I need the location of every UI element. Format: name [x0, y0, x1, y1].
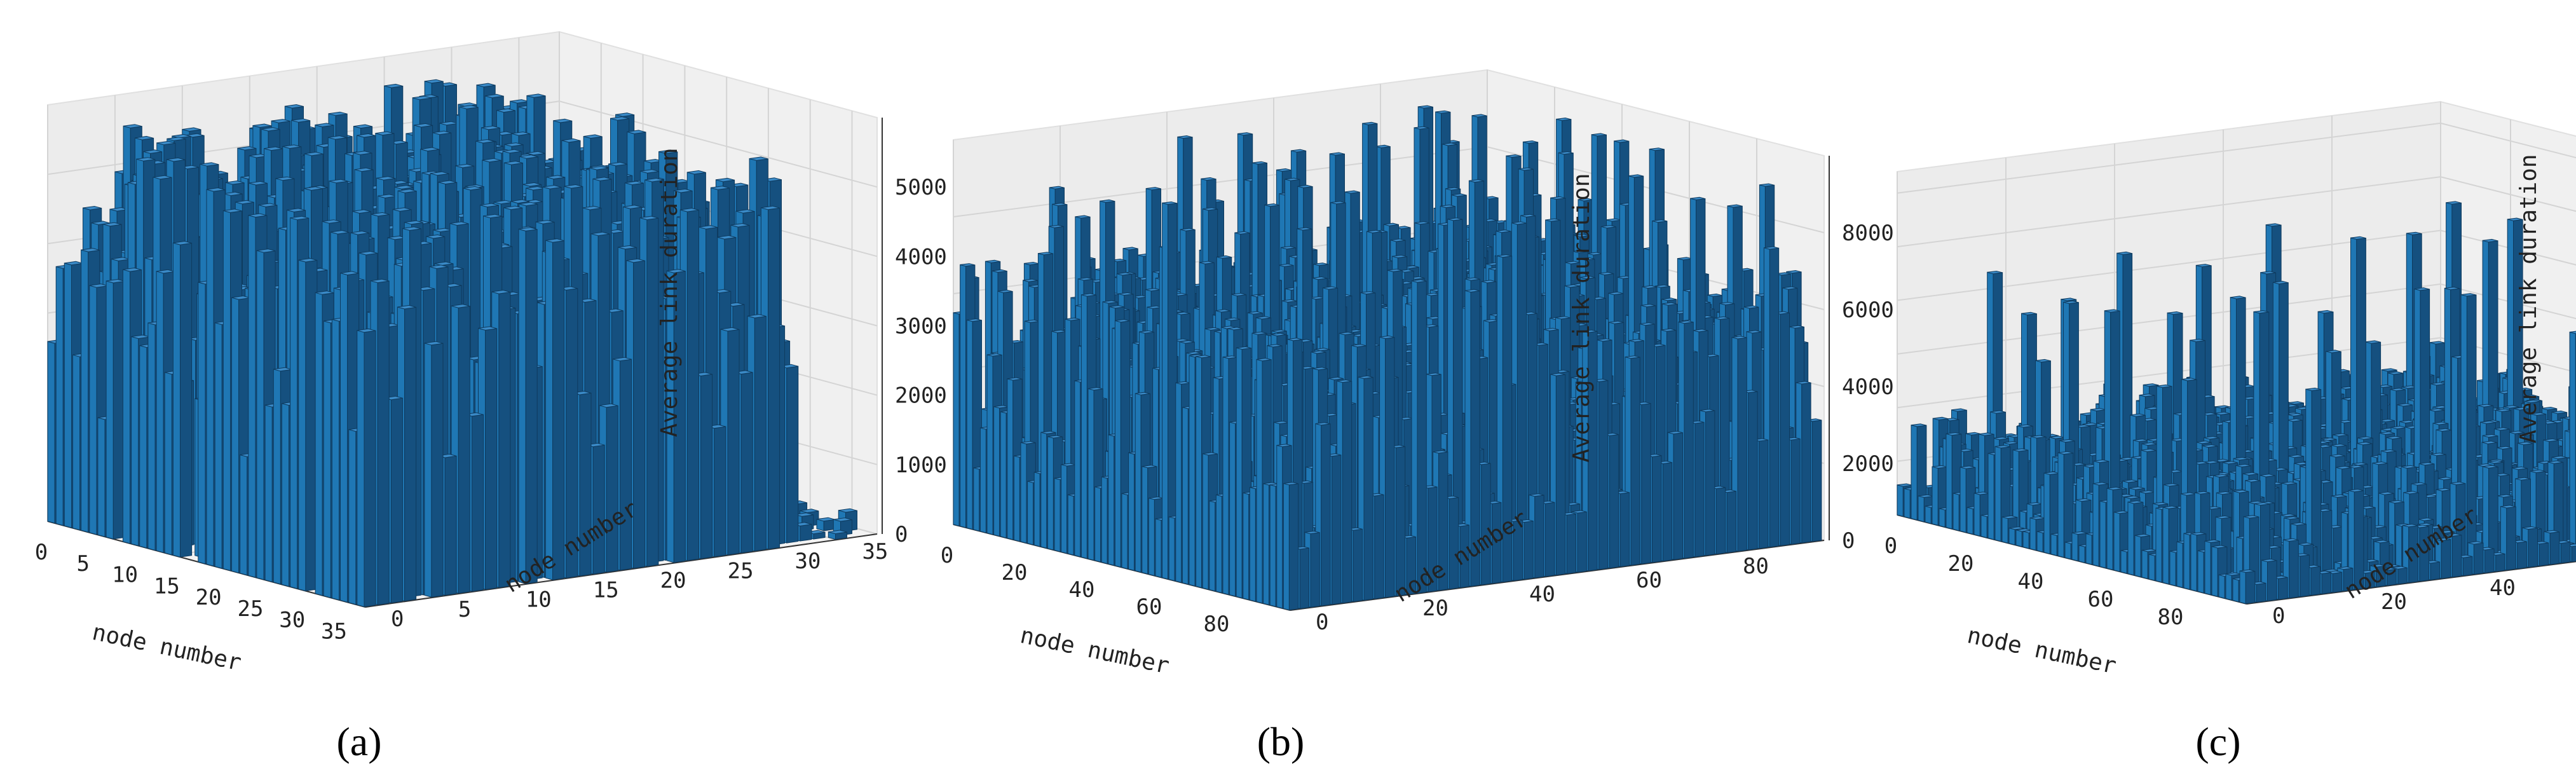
- bar: [816, 517, 836, 531]
- x-tick-label: 35: [321, 619, 347, 644]
- x-tick-label: 20: [1002, 560, 1028, 585]
- y-axis-line: [365, 533, 878, 608]
- y-tick-label: 80: [1743, 554, 1769, 579]
- bar: [518, 227, 538, 584]
- panel-c-chart: (c) 020406080020406080050010001500200025…: [1884, 100, 2576, 764]
- z-tick-label: 2000: [895, 383, 947, 409]
- x-tick-label: 10: [112, 563, 138, 588]
- z-tick-label: 8000: [1842, 221, 1894, 246]
- z-tick-label: 4000: [1842, 374, 1894, 400]
- bar: [545, 238, 565, 580]
- y-tick-label: 0: [391, 606, 404, 632]
- z-tick-label: 3000: [895, 314, 947, 339]
- z-tick-label: 6000: [1842, 298, 1894, 323]
- bar: [172, 240, 193, 558]
- bar: [828, 530, 847, 540]
- y-tick-label: 35: [862, 539, 888, 564]
- panel-b-chart: (b) 0 20 40 60 80 0 20 40 60 80 0 2000 4000 6000 8000 n…: [941, 69, 1894, 764]
- y-tick-label: 30: [795, 549, 821, 574]
- x-tick-label: 30: [279, 608, 305, 633]
- y-tick-label: 10: [526, 587, 552, 613]
- z-tick-label: 1000: [895, 453, 947, 478]
- y-tick-label: 20: [660, 568, 686, 593]
- x-tick-label: 0: [941, 543, 953, 568]
- bar: [424, 341, 444, 598]
- bar: [106, 278, 125, 540]
- z-tick-label: 2000: [1842, 451, 1894, 477]
- y-tick-label: 40: [1529, 582, 1555, 607]
- y-tick-label: 20: [1422, 596, 1448, 621]
- y-tick-label: 60: [1636, 568, 1662, 593]
- x-tick-label: 15: [154, 573, 180, 599]
- x-axis-label: node number: [1018, 622, 1172, 680]
- x-tick-label: 0: [35, 540, 48, 565]
- z-axis-label: Average link duration: [1569, 173, 1595, 462]
- y-tick-label: 15: [593, 578, 619, 603]
- z-tick-label: 4000: [895, 244, 947, 270]
- x-tick-label: 5: [77, 551, 90, 577]
- y-tick-label: 0: [1316, 610, 1328, 635]
- x-tick-label: 25: [237, 596, 263, 622]
- x-tick-label: 60: [1136, 594, 1162, 620]
- y-tick-label: 5: [458, 597, 471, 622]
- x-axis-label: node number: [90, 619, 244, 676]
- x-tick-label: 80: [1204, 612, 1230, 637]
- x-tick-label: 20: [196, 585, 222, 610]
- panel-c-caption: (c): [2195, 719, 2240, 764]
- panel-b-caption: (b): [1257, 719, 1305, 764]
- x-tick-label: 40: [1069, 577, 1095, 603]
- z-tick-label: 5000: [895, 175, 947, 200]
- z-axis-label: Average link duration: [657, 147, 683, 437]
- panel-a-bars: [47, 79, 857, 608]
- bar: [1283, 482, 1299, 611]
- bar: [298, 257, 318, 592]
- z-tick-label: 0: [895, 522, 908, 547]
- panel-a-caption: (a): [336, 719, 381, 764]
- y-tick-label: 25: [728, 558, 754, 584]
- z-tick-label: 0: [1842, 528, 1855, 554]
- grid-line: [47, 100, 878, 188]
- bar: [2569, 331, 2576, 559]
- bar: [357, 328, 376, 608]
- panel-a-chart: (a) 0 5 10 15 20 25 30 35 0 5 10 15 20 25 30 35 0 1000 200…: [35, 31, 947, 764]
